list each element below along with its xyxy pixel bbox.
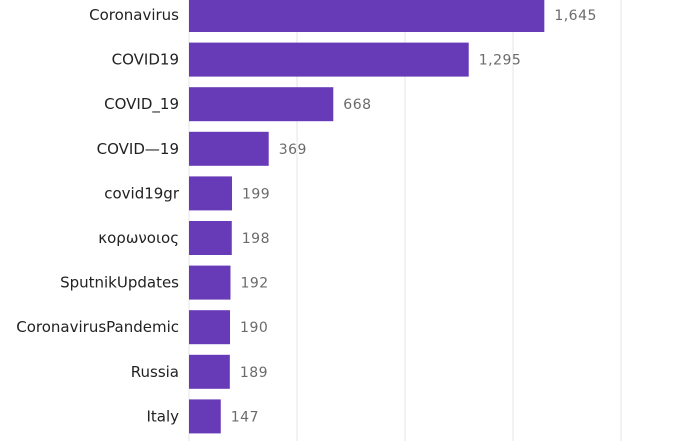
category-label: SputnikUpdates bbox=[60, 274, 179, 292]
bar bbox=[189, 131, 269, 166]
value-label: 189 bbox=[240, 365, 268, 381]
value-label: 192 bbox=[240, 276, 268, 292]
bar bbox=[189, 176, 232, 211]
category-label: κορωνοιος bbox=[98, 229, 179, 247]
category-label: COVID19 bbox=[112, 51, 179, 69]
category-label: covid19gr bbox=[104, 184, 180, 202]
bar bbox=[189, 0, 545, 32]
bar bbox=[189, 354, 230, 389]
value-label: 199 bbox=[242, 186, 270, 202]
value-label: 1,295 bbox=[479, 53, 522, 69]
value-label: 668 bbox=[343, 97, 371, 113]
category-label: Italy bbox=[146, 407, 179, 425]
value-label: 369 bbox=[279, 142, 307, 158]
bar bbox=[189, 221, 232, 255]
category-label: COVID_19 bbox=[104, 95, 179, 114]
value-label: 147 bbox=[231, 409, 259, 425]
category-label: Russia bbox=[131, 363, 179, 381]
bar bbox=[189, 87, 334, 122]
value-label: 198 bbox=[242, 231, 270, 247]
bar bbox=[189, 310, 231, 345]
bar bbox=[189, 399, 221, 434]
category-label: CoronavirusPandemic bbox=[16, 318, 179, 336]
category-label: COVID—19 bbox=[97, 140, 179, 158]
bar bbox=[189, 42, 469, 77]
value-label: 1,645 bbox=[554, 8, 597, 24]
category-label: Coronavirus bbox=[89, 6, 179, 24]
bar bbox=[189, 265, 231, 300]
value-label: 190 bbox=[240, 320, 268, 336]
